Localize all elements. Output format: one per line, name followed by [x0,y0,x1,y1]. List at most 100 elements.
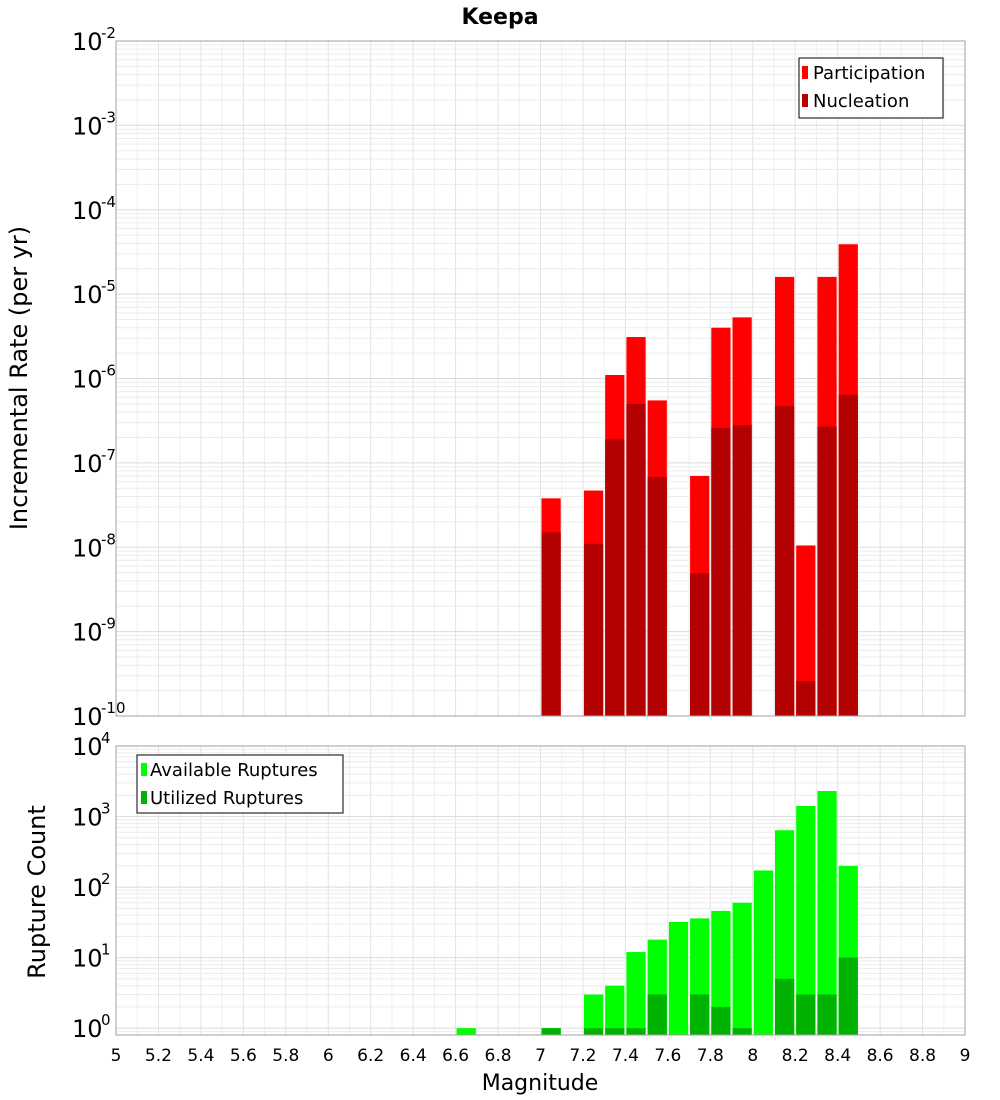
top-y-tick-label-base: 10 [72,28,103,56]
count-bar-utilized-ruptures [541,1028,561,1035]
rate-bar-nucleation [732,425,752,716]
top-grid [115,40,966,717]
legend-swatch-nucleation [802,94,808,107]
bottom-y-tick-label-base: 10 [72,1015,103,1043]
x-tick-label: 9 [960,1046,971,1066]
x-tick-label: 8.6 [867,1046,894,1066]
top-legend: Participation Nucleation [798,57,944,119]
bottom-y-tick-label: 102 [72,870,111,902]
legend-label-participation: Participation [813,63,925,84]
top-y-tick-label-base: 10 [72,197,103,225]
bottom-legend-box [136,754,344,814]
top-y-tick-label-exponent: -9 [101,615,116,633]
rate-bar-nucleation [817,426,837,716]
x-tick-label: 7.4 [612,1046,639,1066]
legend-item-nucleation: Nucleation [802,91,909,112]
top-y-tick-label: 10-8 [72,530,116,562]
rate-bar-nucleation [541,532,561,716]
count-bar-available-ruptures [456,1028,476,1035]
x-tick-label: 6.6 [442,1046,469,1066]
bottom-y-tick-label-exponent: 0 [101,1011,111,1029]
x-tick-label: 5.2 [145,1046,172,1066]
bottom-y-tick-label: 100 [72,1011,111,1043]
count-bar-available-ruptures [605,985,625,1035]
count-bar-available-ruptures [817,791,837,1035]
top-y-tick-label-base: 10 [72,703,103,731]
top-y-tick-label-exponent: -2 [101,24,116,42]
x-tick-label: 7.6 [654,1046,681,1066]
rate-bar-nucleation [774,406,795,716]
legend-swatch-participation [802,66,808,79]
x-tick-label: 6 [323,1046,334,1066]
top-y-tick-label-exponent: -3 [101,108,116,126]
count-bar-utilized-ruptures [626,1028,646,1035]
bottom-y-tick-label: 104 [72,729,111,761]
top-y-tick-label-exponent: -5 [101,277,116,295]
legend-label-nucleation: Nucleation [813,91,909,112]
rate-bar-nucleation [711,427,731,716]
bottom-y-tick-label-base: 10 [72,945,103,973]
count-bar-utilized-ruptures [796,994,816,1035]
legend-item-participation: Participation [802,63,925,84]
x-tick-label: 8 [747,1046,758,1066]
legend-item-utilized-ruptures: Utilized Ruptures [141,788,303,809]
bottom-y-tick-label-exponent: 1 [101,941,111,959]
count-bar-available-ruptures [732,902,752,1035]
top-y-tick-label-exponent: -6 [101,362,116,380]
top-y-tick-label-base: 10 [72,112,103,140]
x-tick-label: 6.2 [357,1046,384,1066]
top-y-tick-label: 10-9 [72,615,116,647]
rate-bar-nucleation [690,573,710,716]
count-bar-available-ruptures [668,921,689,1035]
legend-label-available: Available Ruptures [150,760,318,781]
x-tick-label: 5.6 [230,1046,257,1066]
top-legend-box [798,57,944,119]
bottom-y-tick-label-exponent: 4 [101,729,111,747]
chart-title: Keepa [461,5,538,30]
x-tick-label: 5.4 [187,1046,214,1066]
top-y-tick-label-base: 10 [72,281,103,309]
legend-swatch-available [141,763,147,776]
top-y-tick-label: 10-2 [72,24,116,56]
top-y-tick-label: 10-6 [72,362,116,394]
count-bar-utilized-ruptures [817,994,837,1035]
top-y-tick-label-exponent: -7 [101,446,116,464]
bottom-y-tick-label-exponent: 2 [101,870,111,888]
rate-bar-nucleation [605,439,625,716]
top-y-tick-label: 10-3 [72,108,116,140]
bottom-y-tick-label-base: 10 [72,733,103,761]
top-y-tick-label-base: 10 [72,450,103,478]
count-bar-available-ruptures [583,994,604,1035]
bottom-y-tick-label-exponent: 3 [101,800,111,818]
count-bar-utilized-ruptures [732,1028,752,1035]
x-tick-label: 8.8 [909,1046,936,1066]
bottom-bars [456,791,858,1035]
bottom-y-tick-label-base: 10 [72,804,103,832]
count-bar-utilized-ruptures [583,1028,604,1035]
count-bar-available-ruptures [796,806,816,1035]
top-plot-frame [115,40,966,717]
legend-label-utilized: Utilized Ruptures [150,788,303,809]
x-tick-label: 6.4 [400,1046,427,1066]
count-bar-utilized-ruptures [838,957,858,1035]
count-bar-utilized-ruptures [690,994,710,1035]
count-bar-available-ruptures [753,870,773,1035]
count-bar-utilized-ruptures [711,1006,731,1035]
x-tick-label: 7.8 [697,1046,724,1066]
count-bar-available-ruptures [626,952,646,1035]
top-y-tick-label-base: 10 [72,366,103,394]
top-y-tick-label: 10-5 [72,277,116,309]
x-tick-label: 6.8 [485,1046,512,1066]
top-y-axis-label: Incremental Rate (per yr) [5,226,33,530]
top-y-tick-label: 10-4 [72,193,116,225]
count-bar-utilized-ruptures [774,978,795,1035]
top-y-tick-label-exponent: -10 [101,699,126,717]
x-tick-label: 5.8 [272,1046,299,1066]
x-ticks: 5 5.2 5.4 5.6 5.8 6 6.2 6.4 6.6 6.8 7 7.2 7.4 7.6 7.8 8… [111,1046,971,1066]
top-y-tick-label: 10-7 [72,446,116,478]
rate-bar-participation [796,545,816,716]
x-tick-label: 7 [535,1046,546,1066]
